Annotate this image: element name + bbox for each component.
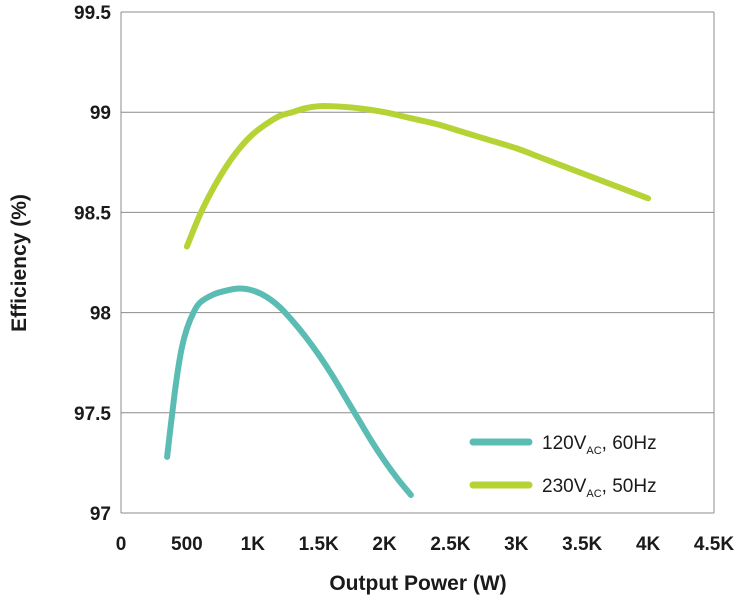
x-tick-label: 2.5K	[430, 534, 470, 555]
y-tick-label: 97	[90, 504, 111, 525]
x-axis-title: Output Power (W)	[329, 572, 506, 595]
y-tick-label: 99	[90, 103, 111, 124]
x-tick-label: 4.5K	[694, 534, 734, 555]
y-tick-label: 98.5	[74, 203, 111, 224]
y-tick-label: 98	[90, 304, 111, 325]
series-line-230v	[183, 102, 652, 250]
x-tick-label: 1K	[241, 534, 266, 555]
y-tick-labels: 97 97.5 98 98.5 99 99.5	[74, 3, 111, 525]
gridlines	[121, 11, 714, 414]
axes	[120, 12, 715, 514]
x-tick-label: 3.5K	[562, 534, 602, 555]
x-tick-label: 0	[116, 534, 127, 555]
series-lines	[164, 102, 652, 498]
x-tick-label: 4K	[636, 534, 661, 555]
y-tick-label: 97.5	[74, 404, 111, 425]
x-tick-label: 3K	[504, 534, 529, 555]
y-axis-title: Efficiency (%)	[8, 194, 31, 332]
series-line-120v	[164, 285, 414, 498]
x-tick-label: 2K	[372, 534, 397, 555]
x-tick-label: 1.5K	[299, 534, 339, 555]
legend-label-120v: 120VAC, 60Hz	[542, 433, 657, 457]
legend: 120VAC, 60Hz 230VAC, 50Hz	[469, 433, 657, 500]
legend-label-230v: 230VAC, 50Hz	[542, 476, 657, 500]
y-tick-label: 99.5	[74, 3, 111, 24]
x-tick-labels: 0 500 1K 1.5K 2K 2.5K 3K 3.5K 4K 4.5K	[116, 534, 735, 555]
x-tick-label: 500	[171, 534, 203, 555]
